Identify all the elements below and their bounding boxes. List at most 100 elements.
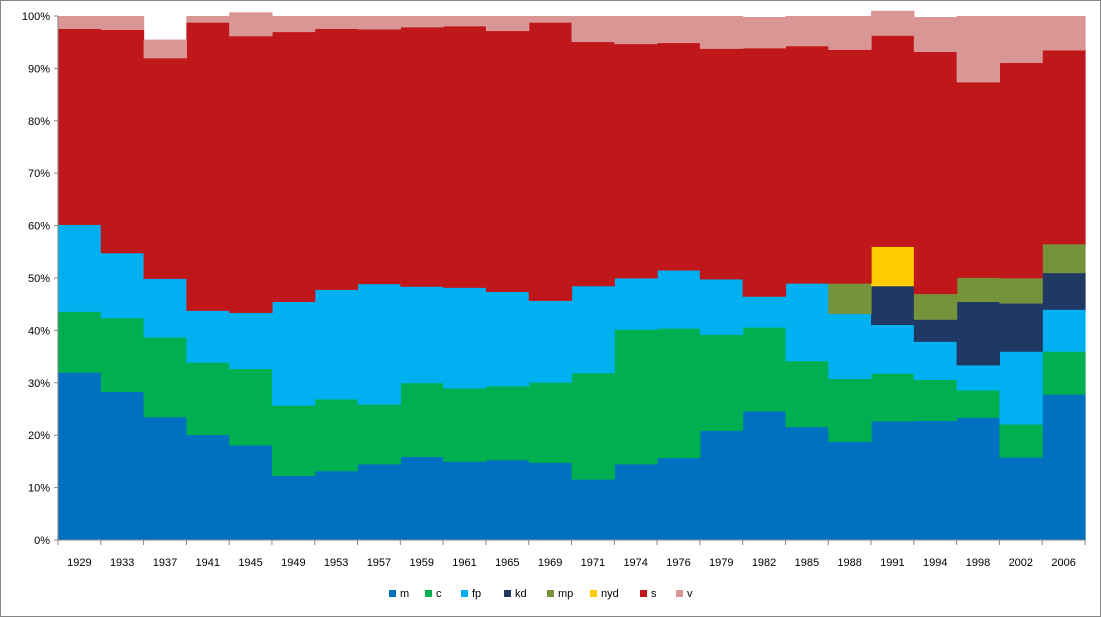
area-segment-v-1979 — [699, 16, 744, 49]
x-tick-label: 1974 — [623, 557, 647, 569]
area-segment-c-1971 — [571, 372, 615, 480]
area-segment-c-1945 — [229, 368, 273, 446]
legend-swatch-kd — [504, 590, 511, 597]
area-segment-c-1949 — [271, 405, 316, 476]
legend-item-mp: mp — [547, 588, 573, 600]
legend-item-v: v — [676, 588, 693, 600]
y-tick-label: 20% — [28, 430, 50, 442]
area-segment-m-1971 — [571, 479, 615, 541]
x-tick-label: 1979 — [709, 557, 733, 569]
area-segment-m-1953 — [314, 470, 359, 541]
x-tick-label: 1998 — [966, 557, 990, 569]
area-segment-c-1953 — [314, 399, 359, 472]
area-segment-v-2002 — [999, 16, 1043, 64]
area-segment-m-1965 — [485, 459, 530, 541]
area-segment-s-1933 — [100, 29, 145, 254]
y-tick-label: 0% — [34, 535, 50, 547]
axes: 0% 10% 20% 30% 40% 50% 60% 70% 80% 90% 100% 1929 193… — [22, 11, 1086, 569]
area-segment-fp-1988 — [828, 313, 872, 380]
area-segment-m-1998 — [956, 417, 1001, 541]
area-segment-mp-2006 — [1042, 243, 1086, 274]
area-segment-fp-1979 — [699, 279, 744, 335]
area-segment-m-1969 — [528, 462, 573, 541]
area-segment-c-1961 — [443, 388, 487, 462]
area-segment-mp-1988 — [828, 283, 872, 315]
area-segment-v-1971 — [571, 16, 615, 43]
area-segment-fp-1971 — [571, 285, 615, 374]
x-tick-label: 1953 — [324, 557, 348, 569]
x-tick-label: 2002 — [1009, 557, 1033, 569]
area-segment-c-1959 — [400, 382, 444, 458]
area-segment-mp-2002 — [999, 278, 1043, 304]
area-segment-fp-1953 — [314, 289, 359, 400]
area-segment-s-1957 — [357, 29, 401, 285]
area-segment-v-1965 — [485, 16, 530, 32]
area-segment-s-1953 — [314, 28, 359, 290]
area-segment-v-1953 — [314, 16, 359, 29]
area-segment-m-1957 — [357, 464, 401, 541]
legend-label-fp: fp — [472, 588, 481, 600]
area-segment-v-1937 — [143, 39, 187, 59]
x-tick-label: 1994 — [923, 557, 947, 569]
area-segment-s-2006 — [1042, 50, 1086, 245]
legend-label-v: v — [687, 588, 693, 600]
area-segment-s-1991 — [871, 35, 915, 247]
area-segment-c-1941 — [186, 362, 230, 436]
series-s — [58, 22, 1086, 313]
area-segment-fp-1937 — [143, 278, 187, 338]
x-tick-label: 1945 — [238, 557, 262, 569]
legend-swatch-c — [425, 590, 432, 597]
area-segment-v-1991 — [871, 10, 915, 36]
y-tick-label: 80% — [28, 116, 50, 128]
series-v — [58, 10, 1086, 83]
area-segment-fp-2002 — [999, 351, 1043, 425]
x-tick-label: 1949 — [281, 557, 305, 569]
area-segment-v-1994 — [913, 17, 958, 53]
area-segment-fp-1998 — [956, 364, 1001, 391]
area-segment-c-1965 — [485, 385, 530, 461]
area-segment-m-2006 — [1042, 394, 1086, 541]
area-segment-m-1991 — [871, 421, 915, 541]
area-segment-c-1937 — [143, 337, 187, 418]
legend-item-m: m — [389, 588, 409, 600]
area-segment-fp-1985 — [785, 283, 829, 362]
y-tick-label: 10% — [28, 483, 50, 495]
area-segment-v-1941 — [186, 16, 230, 23]
legend-swatch-s — [640, 590, 647, 597]
area-segment-v-1974 — [614, 16, 658, 45]
legend-swatch-nyd — [590, 590, 597, 597]
area-segment-m-1974 — [614, 464, 658, 541]
area-segment-c-1988 — [828, 378, 872, 442]
area-segment-s-1949 — [271, 31, 316, 302]
area-segment-s-1941 — [186, 22, 230, 311]
area-segment-s-1985 — [785, 45, 829, 284]
area-segment-v-1988 — [828, 16, 872, 50]
series-m — [58, 372, 1086, 541]
x-tick-label: 1933 — [110, 557, 134, 569]
area-segment-v-1982 — [742, 17, 787, 49]
area-segment-fp-1933 — [100, 252, 145, 319]
area-segment-m-1937 — [143, 416, 187, 541]
area-segment-s-2002 — [999, 62, 1043, 279]
area-segment-s-1998 — [956, 82, 1001, 278]
legend-label-s: s — [651, 588, 657, 600]
x-tick-label: 1991 — [880, 557, 904, 569]
area-segment-s-1961 — [443, 25, 487, 288]
area-segment-v-1969 — [528, 16, 573, 23]
area-segment-fp-1941 — [186, 310, 230, 363]
area-segment-m-1979 — [699, 430, 744, 541]
x-tick-label: 1976 — [666, 557, 690, 569]
area-segment-m-1941 — [186, 434, 230, 541]
legend-item-c: c — [425, 588, 442, 600]
area-segment-c-1969 — [528, 382, 573, 463]
area-segment-kd-1991 — [871, 285, 915, 326]
area-segment-m-1929 — [58, 372, 102, 541]
area-segment-m-1982 — [742, 411, 787, 541]
area-segment-s-1959 — [400, 27, 444, 287]
area-segment-s-1979 — [699, 48, 744, 280]
legend-label-nyd: nyd — [601, 588, 619, 600]
area-segment-c-2002 — [999, 424, 1043, 458]
area-segment-v-1949 — [271, 16, 316, 33]
y-tick-label: 50% — [28, 273, 50, 285]
area-segment-fp-1957 — [357, 283, 401, 405]
